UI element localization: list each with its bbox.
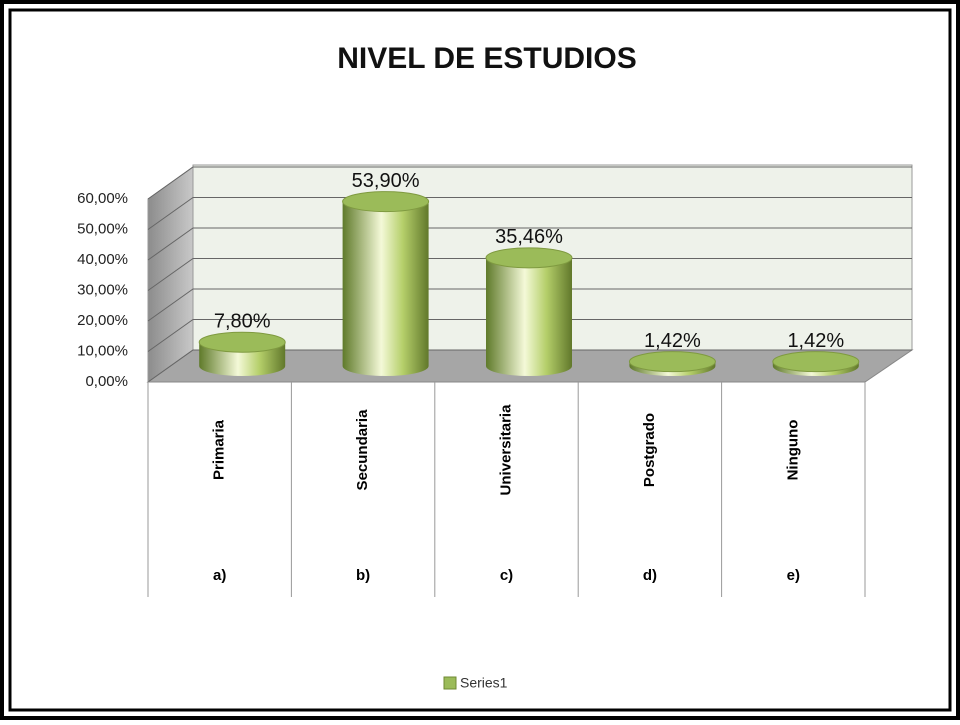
x-tick-label: Postgrado — [641, 413, 658, 487]
value-label: 1,42% — [644, 330, 701, 352]
category-code: e) — [787, 567, 800, 584]
x-tick-label: Universitaria — [497, 404, 514, 496]
y-tick-label: 10,00% — [77, 342, 128, 359]
bar — [772, 351, 860, 377]
value-label: 1,42% — [787, 330, 844, 352]
legend-swatch — [443, 676, 457, 690]
cylinder-top — [342, 191, 430, 213]
cylinder-top — [485, 247, 573, 269]
x-tick-label: Primaria — [211, 419, 228, 480]
cylinder-top — [772, 351, 860, 373]
value-label: 7,80% — [214, 310, 271, 332]
cylinder-body — [486, 257, 572, 376]
bar — [628, 351, 716, 376]
y-tick-label: 50,00% — [77, 220, 128, 237]
grid-line — [147, 288, 912, 322]
y-tick-label: 30,00% — [77, 281, 128, 298]
bar — [485, 247, 573, 376]
cylinder-top — [628, 351, 716, 373]
y-tick-label: 60,00% — [77, 190, 128, 207]
x-tick-label: Secundaria — [354, 409, 371, 491]
value-label: 35,46% — [495, 226, 563, 248]
cylinder-body — [199, 342, 286, 377]
cylinder-top — [198, 331, 286, 353]
grid-line — [147, 319, 912, 352]
y-tick-label: 20,00% — [77, 312, 128, 329]
grid-line — [147, 227, 912, 261]
grid-line — [147, 349, 912, 383]
y-tick-label: 40,00% — [77, 251, 128, 268]
grid-line — [147, 166, 912, 200]
cylinder-body — [772, 361, 859, 377]
x-tick-label: Ninguno — [784, 420, 801, 481]
grid-line — [147, 258, 912, 291]
cylinder-body — [629, 361, 716, 376]
grid-line — [147, 197, 912, 230]
bar — [342, 191, 430, 376]
category-code: b) — [356, 567, 370, 584]
cylinder-body — [342, 201, 429, 376]
category-code: d) — [643, 567, 657, 584]
chart-title: NIVEL DE ESTUDIOS — [337, 42, 637, 75]
legend-label: Series1 — [460, 675, 508, 691]
bar — [198, 331, 286, 377]
value-label: 53,90% — [352, 170, 420, 192]
category-code: a) — [213, 567, 226, 584]
category-code: c) — [500, 567, 513, 584]
y-tick-label: 0,00% — [85, 373, 128, 390]
